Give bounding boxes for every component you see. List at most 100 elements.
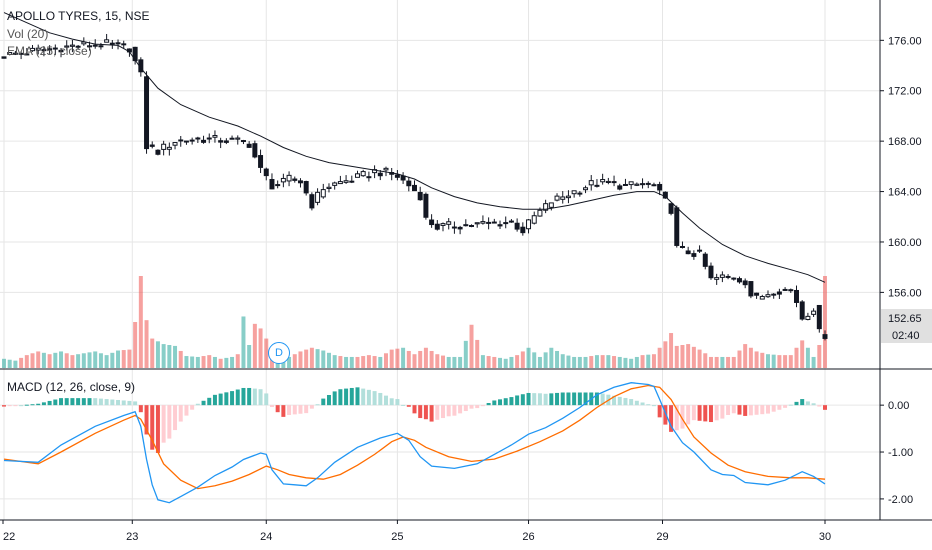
price-candles xyxy=(1,33,828,341)
candle-body xyxy=(229,137,235,140)
event-badge[interactable]: D xyxy=(268,342,290,364)
volume-bar xyxy=(708,356,713,368)
histogram-bar xyxy=(520,394,525,406)
histogram-bar xyxy=(480,405,485,407)
volume-bar xyxy=(87,352,92,368)
histogram-bar xyxy=(475,405,480,409)
histogram-bar xyxy=(155,405,160,453)
ema-legend[interactable]: EMA (25, close) xyxy=(7,44,92,58)
ema-line xyxy=(3,12,826,283)
histogram-bar xyxy=(594,392,599,406)
histogram-bar xyxy=(811,403,816,406)
histogram-bar xyxy=(651,405,656,407)
histogram-bar xyxy=(543,393,548,406)
macd-histogram xyxy=(2,387,827,453)
candle-body xyxy=(491,221,497,224)
volume-bar xyxy=(777,355,782,368)
histogram-bar xyxy=(281,405,286,417)
histogram-bar xyxy=(98,398,103,406)
signal-line xyxy=(3,384,826,490)
candle-body xyxy=(628,181,634,186)
candle-body xyxy=(161,143,167,150)
histogram-bar xyxy=(127,400,132,406)
time-axis[interactable]: 22 23 24 25 26 29 30 xyxy=(2,520,831,543)
candle-body xyxy=(474,222,480,225)
candle-body xyxy=(497,224,503,227)
volume-bar xyxy=(520,351,525,368)
histogram-bar xyxy=(800,399,805,406)
candle-body xyxy=(622,183,628,186)
histogram-bar xyxy=(321,398,326,406)
candle-body xyxy=(793,289,799,303)
histogram-bar xyxy=(418,405,423,419)
histogram-bar xyxy=(76,398,81,406)
candle-body xyxy=(480,221,486,224)
volume-bar xyxy=(127,349,132,368)
candle-body xyxy=(554,195,560,201)
symbol-title[interactable]: APOLLO TYRES, 15, NSE xyxy=(7,9,150,23)
candle-body xyxy=(759,296,765,300)
candle-body xyxy=(326,186,332,189)
candle-body xyxy=(645,182,651,185)
candle-body xyxy=(235,137,241,140)
volume-bar xyxy=(190,356,195,368)
time-tick-label: 22 xyxy=(3,531,15,543)
candle-body xyxy=(816,304,822,330)
histogram-bar xyxy=(150,405,155,450)
volume-bar xyxy=(412,354,417,368)
price-axis[interactable]: 156.00 160.00 164.00 168.00 172.00 176.00 152.… xyxy=(880,35,932,506)
candle-body xyxy=(309,194,315,209)
volume-bar xyxy=(783,355,788,368)
histogram-bar xyxy=(731,405,736,414)
histogram-bar xyxy=(133,401,138,406)
last-price-tag xyxy=(881,309,932,343)
candle-body xyxy=(531,215,537,224)
candle-body xyxy=(64,45,70,48)
candle-body xyxy=(600,179,606,183)
candle-body xyxy=(697,249,703,252)
histogram-bar xyxy=(53,399,58,406)
histogram-bar xyxy=(366,389,371,406)
histogram-bar xyxy=(338,389,343,406)
volume-legend[interactable]: Vol (20) xyxy=(7,27,49,41)
histogram-bar xyxy=(765,405,770,414)
volume-bar xyxy=(543,352,548,368)
histogram-bar xyxy=(195,403,200,406)
histogram-bar xyxy=(726,405,731,415)
candle-body xyxy=(144,76,150,150)
candle-body xyxy=(12,52,18,55)
macd-legend[interactable]: MACD (12, 26, close, 9) xyxy=(7,380,136,394)
price-tick-label: 164.00 xyxy=(888,187,922,199)
volume-bar xyxy=(224,357,229,368)
histogram-bar xyxy=(344,388,349,406)
volume-bar xyxy=(184,356,189,368)
histogram-bar xyxy=(70,398,75,406)
candle-body xyxy=(440,223,446,226)
histogram-bar xyxy=(754,405,759,415)
candle-body xyxy=(611,181,617,184)
volume-bar xyxy=(600,355,605,368)
volume-bar xyxy=(492,356,497,368)
histogram-bar xyxy=(349,387,354,406)
histogram-bar xyxy=(138,405,143,413)
volume-bar xyxy=(53,352,58,368)
volume-bar xyxy=(486,356,491,368)
candle-body xyxy=(679,245,685,248)
histogram-bar xyxy=(583,392,588,406)
candle-body xyxy=(674,207,680,246)
volume-bar xyxy=(532,352,537,368)
histogram-bar xyxy=(47,400,52,406)
volume-bar xyxy=(264,338,269,368)
histogram-bar xyxy=(298,405,303,414)
candle-body xyxy=(571,190,577,195)
volume-bar xyxy=(634,356,639,368)
histogram-bar xyxy=(720,405,725,419)
volume-bar xyxy=(640,355,645,368)
candle-body xyxy=(634,183,640,186)
volume-bar xyxy=(378,356,383,368)
candle-body xyxy=(805,315,811,321)
histogram-bar xyxy=(634,400,639,406)
candle-body xyxy=(252,143,258,158)
candle-body xyxy=(754,292,760,296)
